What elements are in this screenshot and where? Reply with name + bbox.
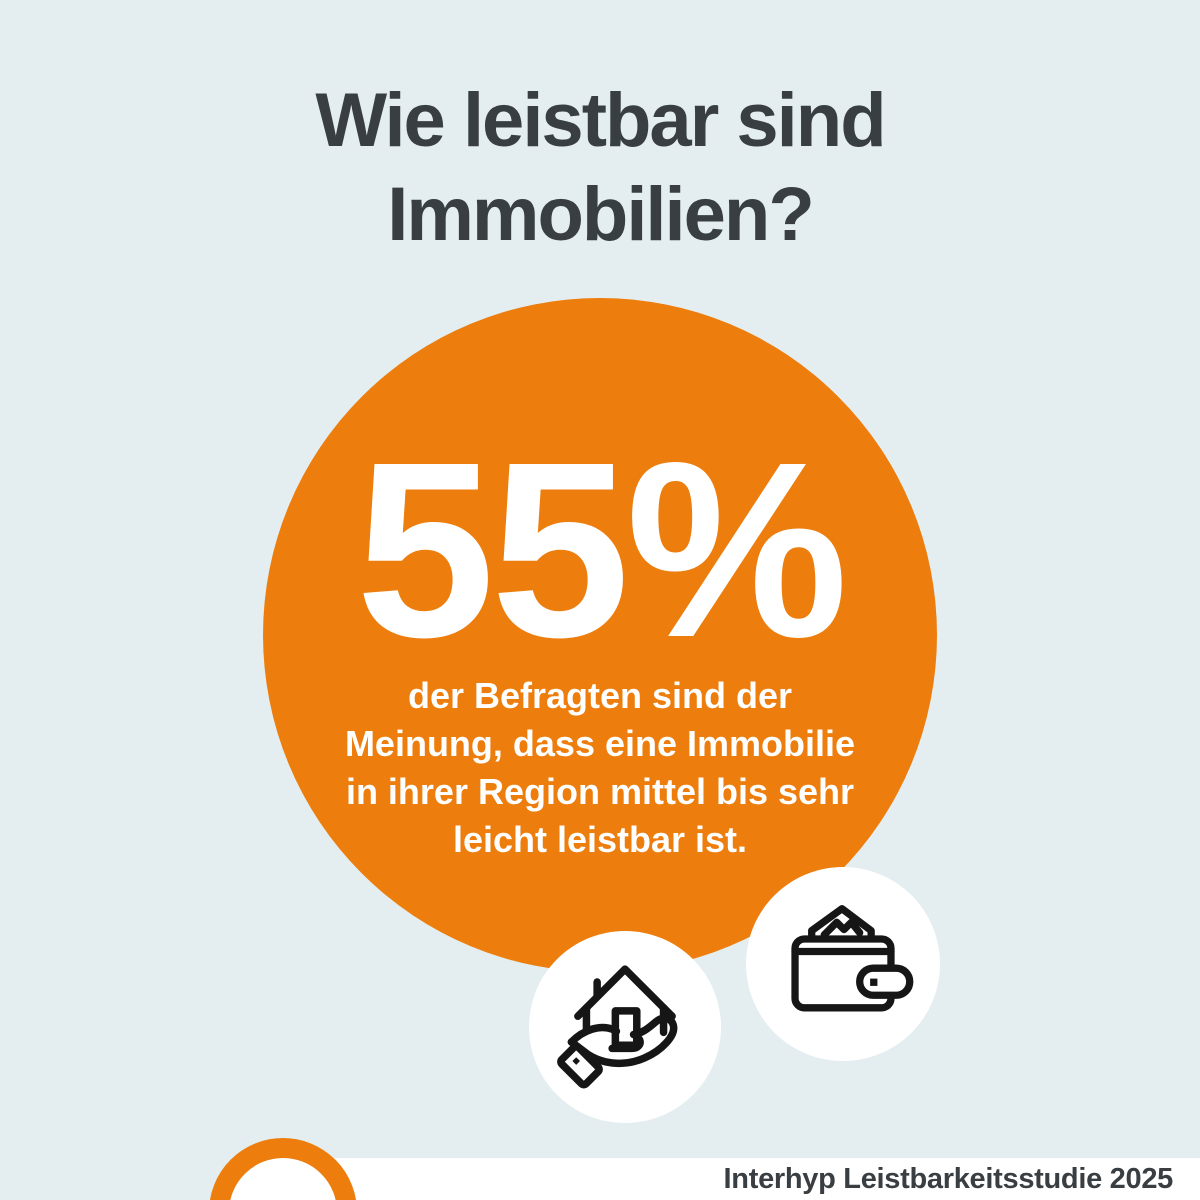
stat-description-line-3: in ihrer Region mittel bis sehr	[345, 771, 855, 812]
stat-description-line-1: der Befragten sind der	[407, 675, 793, 716]
house-in-hand-badge	[529, 931, 721, 1123]
stat-description-line-2: Meinung, dass eine Immobilie	[344, 723, 856, 764]
page-title: Wie leistbar sind Immobilien?	[0, 74, 1200, 262]
footer-bar	[283, 1158, 1200, 1200]
page-title-line-2: Immobilien?	[387, 172, 815, 257]
page-title-line-1: Wie leistbar sind	[315, 78, 886, 163]
stat-description-line-4: leicht leistbar ist.	[452, 819, 748, 860]
wallet-badge	[746, 867, 940, 1061]
interhyp-ring-logo	[209, 1138, 357, 1200]
footer-source-label: Interhyp Leistbarkeitsstudie 2025	[723, 1163, 1174, 1195]
house-in-hand-icon	[557, 965, 678, 1089]
stat-description: der Befragten sind der Meinung, dass ein…	[0, 672, 1200, 864]
stat-value: 55%	[355, 410, 848, 689]
wallet-icon	[791, 905, 914, 1012]
stat-circle	[263, 298, 937, 972]
